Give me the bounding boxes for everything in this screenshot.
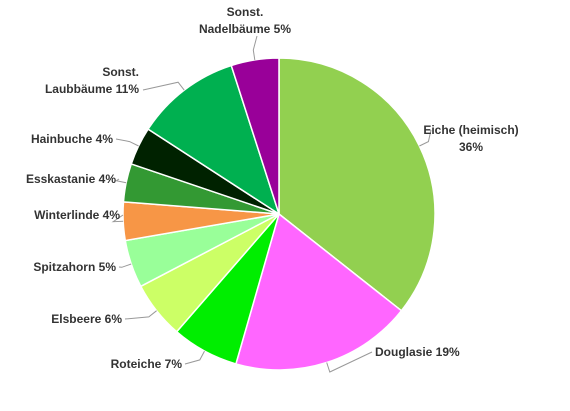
leader-line	[124, 310, 157, 320]
slice-label-line: Douglasie 19%	[375, 345, 460, 359]
slice-label: Hainbuche 4%	[31, 132, 113, 146]
slice-label-line: Hainbuche 4%	[31, 132, 113, 146]
slice-label-line: Winterlinde 4%	[34, 208, 120, 222]
slice-label: Douglasie 19%	[375, 345, 460, 359]
slice-label-line: Sonst.	[102, 65, 139, 79]
slice-label: Elsbeere 6%	[51, 312, 122, 326]
slice-label: Roteiche 7%	[111, 357, 183, 371]
slice-label-line: Roteiche 7%	[111, 357, 183, 371]
leader-line	[184, 350, 205, 365]
slice-label-line: Spitzahorn 5%	[33, 260, 116, 274]
slice-label-line: 36%	[459, 140, 483, 154]
slice-label: Esskastanie 4%	[26, 172, 116, 186]
slice-label-line: Esskastanie 4%	[26, 172, 116, 186]
slice-label: Sonst. Laubbäume 11%	[45, 65, 139, 96]
slice-label-line: Eiche (heimisch)	[423, 123, 518, 137]
leader-line	[419, 129, 432, 147]
slice-label: Spitzahorn 5%	[33, 260, 116, 274]
leader-line	[142, 81, 185, 91]
slice-label-line: Nadelbäume 5%	[199, 22, 291, 36]
leader-line	[326, 351, 373, 373]
slice-label: Winterlinde 4%	[34, 208, 120, 222]
slice-label: Sonst. Nadelbäume 5%	[199, 5, 291, 36]
slice-label-line: Laubbäume 11%	[45, 82, 139, 96]
slice-label-line: Elsbeere 6%	[51, 312, 122, 326]
slice-label: Eiche (heimisch) 36%	[423, 123, 518, 154]
pie-slice-sonst-nadelbäume	[230, 57, 280, 215]
slice-label-line: Sonst.	[227, 5, 264, 19]
leader-line	[115, 178, 127, 184]
leader-line	[252, 35, 258, 60]
leader-line	[118, 263, 132, 268]
leader-line	[111, 214, 124, 223]
leader-line	[115, 138, 139, 147]
pie-slice-sonst-laubbäume	[147, 64, 281, 216]
